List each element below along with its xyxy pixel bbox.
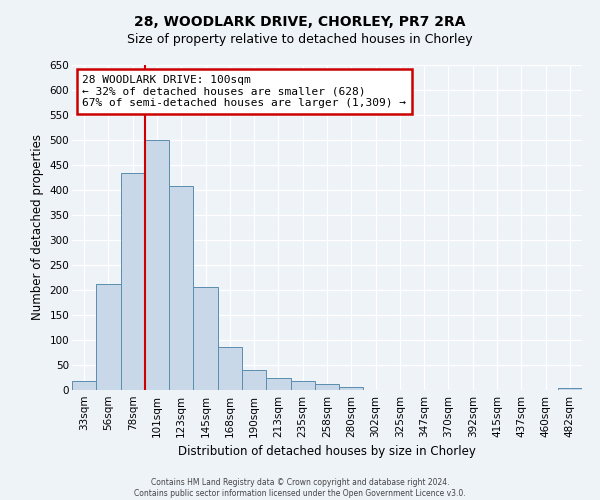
- Bar: [558, 388, 582, 390]
- Y-axis label: Number of detached properties: Number of detached properties: [31, 134, 44, 320]
- Text: 28, WOODLARK DRIVE, CHORLEY, PR7 2RA: 28, WOODLARK DRIVE, CHORLEY, PR7 2RA: [134, 15, 466, 29]
- X-axis label: Distribution of detached houses by size in Chorley: Distribution of detached houses by size …: [178, 446, 476, 458]
- Bar: [169, 186, 193, 390]
- Bar: [145, 140, 169, 390]
- Bar: [242, 370, 266, 390]
- Bar: [96, 284, 121, 390]
- Bar: [218, 346, 242, 390]
- Bar: [339, 387, 364, 390]
- Bar: [72, 381, 96, 390]
- Bar: [290, 380, 315, 390]
- Bar: [121, 172, 145, 390]
- Text: Size of property relative to detached houses in Chorley: Size of property relative to detached ho…: [127, 32, 473, 46]
- Text: 28 WOODLARK DRIVE: 100sqm
← 32% of detached houses are smaller (628)
67% of semi: 28 WOODLARK DRIVE: 100sqm ← 32% of detac…: [82, 74, 406, 108]
- Bar: [193, 286, 218, 390]
- Text: Contains HM Land Registry data © Crown copyright and database right 2024.
Contai: Contains HM Land Registry data © Crown c…: [134, 478, 466, 498]
- Bar: [266, 378, 290, 390]
- Bar: [315, 384, 339, 390]
